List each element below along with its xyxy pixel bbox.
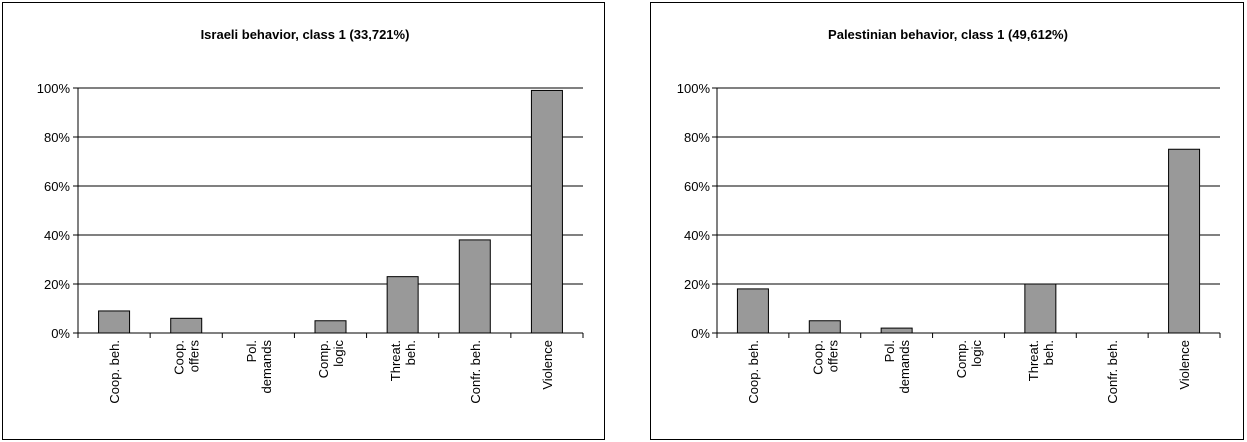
- x-category-label: offers: [187, 340, 202, 373]
- bar-israeli-6: [530, 89, 563, 334]
- bar-palestinian-2: [880, 327, 913, 334]
- bar-palestinian-6: [1168, 148, 1201, 334]
- y-tick-label: 80%: [684, 130, 710, 145]
- y-tick-label: 100%: [37, 81, 71, 96]
- chart-panel-israeli: Israeli behavior, class 1 (33,721%) 0% 20%…: [2, 2, 605, 440]
- x-category-label: Threat.: [1026, 340, 1041, 381]
- x-category-label: Violence: [540, 340, 555, 390]
- y-tick-label: 0%: [51, 326, 70, 341]
- x-category-label: beh.: [403, 340, 418, 365]
- chart-title: Palestinian behavior, class 1 (49,612%): [828, 27, 1068, 42]
- chart-israeli: Israeli behavior, class 1 (33,721%) 0% 20%…: [37, 27, 584, 404]
- x-category-label: Comp.: [954, 340, 969, 378]
- x-category-label: logic: [969, 340, 984, 367]
- bar-israeli-1: [170, 317, 203, 334]
- x-category-label: Pol.: [244, 340, 259, 362]
- y-tick-label: 0%: [691, 326, 710, 341]
- bar-israeli-4: [386, 276, 419, 334]
- x-category-label: demands: [897, 340, 912, 394]
- y-tick-label: 60%: [684, 179, 710, 194]
- bar-israeli-3: [314, 320, 347, 334]
- y-tick-label: 20%: [684, 277, 710, 292]
- x-category-label: Coop.: [172, 340, 187, 375]
- x-category-label: Threat.: [388, 340, 403, 381]
- chart-panel-palestinian: Palestinian behavior, class 1 (49,612%) 0…: [650, 2, 1244, 440]
- y-tick-label: 20%: [44, 277, 70, 292]
- y-tick-label: 40%: [44, 228, 70, 243]
- x-category-label: Coop.: [810, 340, 825, 375]
- x-category-label: Confr. beh.: [468, 340, 483, 404]
- chart-title: Israeli behavior, class 1 (33,721%): [201, 27, 410, 42]
- x-category-label: logic: [331, 340, 346, 367]
- y-tick-label: 100%: [677, 81, 711, 96]
- x-category-label: Comp.: [316, 340, 331, 378]
- x-category-label: Coop. beh.: [107, 340, 122, 404]
- bar-palestinian-0: [736, 288, 769, 334]
- y-tick-label: 80%: [44, 130, 70, 145]
- x-category-label: offers: [825, 340, 840, 373]
- bar-palestinian-1: [808, 320, 841, 334]
- bar-israeli-5: [458, 239, 491, 334]
- x-category-label: Pol.: [882, 340, 897, 362]
- y-tick-label: 40%: [684, 228, 710, 243]
- chart-palestinian: Palestinian behavior, class 1 (49,612%) 0…: [677, 27, 1221, 404]
- x-category-label: Violence: [1177, 340, 1192, 390]
- bar-israeli-0: [98, 310, 131, 334]
- x-category-label: demands: [259, 340, 274, 394]
- x-category-label: Coop. beh.: [746, 340, 761, 404]
- bar-palestinian-4: [1024, 283, 1057, 334]
- x-category-label: beh.: [1041, 340, 1056, 365]
- x-category-label: Confr. beh.: [1105, 340, 1120, 404]
- y-tick-label: 60%: [44, 179, 70, 194]
